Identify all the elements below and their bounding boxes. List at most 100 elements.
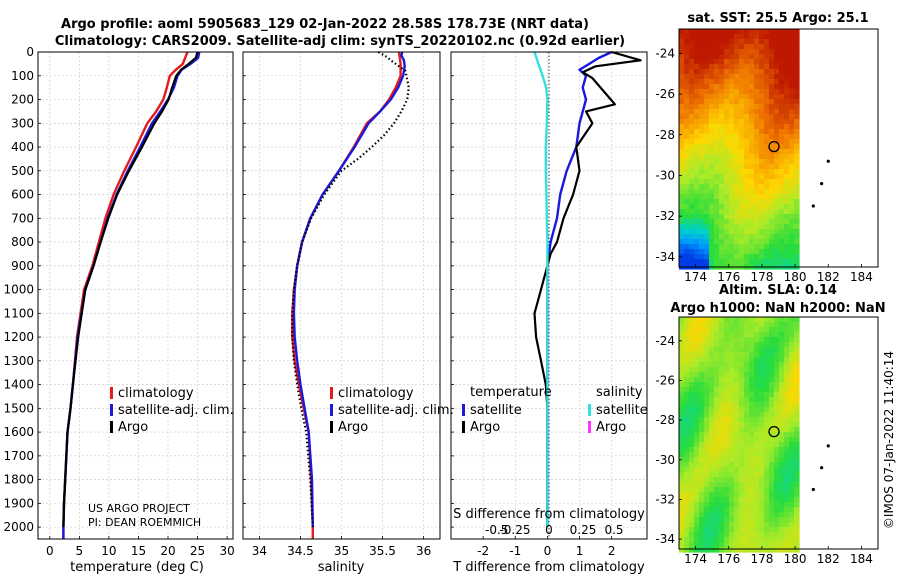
temperature-tick-label: 10 [101,544,116,558]
sla-heatmap-cell [704,542,710,548]
sst-heatmap-cell [689,34,695,40]
sst-heatmap-cell [794,89,800,95]
depth-tick-label: 600 [11,188,34,202]
difference-legend: temperature salinity satellite Argo sate… [462,385,648,435]
sla-heatmap-cell [684,357,690,363]
sst-heatmap-cell [754,169,760,175]
sla-heatmap-cell [679,382,685,388]
sst-heatmap-cell [754,164,760,170]
sla-heatmap-cell [759,347,765,353]
sla-heatmap-cell [729,372,735,378]
sla-heatmap-cell [729,342,735,348]
sla-heatmap-cell [779,512,785,518]
sst-heatmap-cell [754,199,760,205]
sst-heatmap-cell [694,224,700,230]
sst-heatmap-cell [789,154,795,160]
sst-heatmap-cell [774,209,780,215]
sla-heatmap-cell [734,527,740,533]
sla-heatmap-cell [734,372,740,378]
sla-heatmap-cell [719,412,725,418]
sla-heatmap-cell [784,422,790,428]
sst-heatmap-cell [794,49,800,55]
sla-heatmap-cell [699,357,705,363]
sla-heatmap-cell [749,332,755,338]
sst-heatmap-cell [694,29,700,35]
sla-heatmap-cell [769,527,775,533]
sst-heatmap-cell [704,54,710,60]
sst-heatmap-cell [714,199,720,205]
sla-heatmap-cell [689,517,695,523]
sla-heatmap-cell [709,357,715,363]
sla-heatmap-cell [744,402,750,408]
sst-heatmap-cell [794,109,800,115]
sla-heatmap-cell [789,507,795,513]
sla-heatmap-cell [709,497,715,503]
sla-heatmap-cell [714,352,720,358]
sla-heatmap-cell [794,407,800,413]
sla-heatmap-cell [774,347,780,353]
sla-heatmap-cell [739,542,745,548]
sla-heatmap-cell [764,542,770,548]
sst-heatmap-cell [729,99,735,105]
sst-heatmap-cell [734,89,740,95]
sla-heatmap-cell [754,322,760,328]
sst-heatmap-cell [739,229,745,235]
sla-heatmap-cell [724,532,730,538]
sst-heatmap-cell [684,119,690,125]
sst-heatmap-cell [704,34,710,40]
sla-heatmap-cell [774,407,780,413]
sla-heatmap-cell [749,442,755,448]
sla-heatmap-cell [684,487,690,493]
sla-heatmap-cell [754,537,760,543]
sla-heatmap-cell [754,362,760,368]
sla-heatmap-cell [769,337,775,343]
sst-heatmap-cell [794,164,800,170]
sst-heatmap-cell [684,159,690,165]
sla-heatmap-cell [789,522,795,528]
sla-heatmap-cell [699,467,705,473]
sla-heatmap-cell [679,332,685,338]
sst-heatmap-cell [789,109,795,115]
sla-heatmap-cell [764,522,770,528]
sla-heatmap-cell [699,327,705,333]
sla-heatmap-cell [719,462,725,468]
sst-heatmap-cell [709,159,715,165]
sla-heatmap-cell [679,462,685,468]
sst-heatmap-cell [684,69,690,75]
sla-heatmap-cell [729,322,735,328]
sst-heatmap-cell [784,234,790,240]
sst-heatmap-cell [684,49,690,55]
sla-heatmap-cell [714,397,720,403]
sla-heatmap-cell [774,547,780,553]
sla-heatmap-cell [704,487,710,493]
sla-heatmap-cell [729,367,735,373]
sst-heatmap-cell [759,99,765,105]
sla-heatmap-cell [774,317,780,323]
sst-heatmap-cell [689,29,695,35]
sst-heatmap-cell [764,214,770,220]
sst-heatmap-cell [784,149,790,155]
sst-heatmap-cell [719,44,725,50]
sst-heatmap-cell [729,259,735,265]
sla-heatmap-cell [684,352,690,358]
sst-heatmap-cell [694,199,700,205]
salinity-tick-label: 36 [416,544,431,558]
sla-heatmap-cell [709,517,715,523]
sst-heatmap-cell [754,129,760,135]
sla-heatmap-cell [709,337,715,343]
sst-heatmap-cell [789,144,795,150]
sla-heatmap-cell [689,522,695,528]
sla-map-lat-label: -32 [655,492,675,506]
sla-heatmap-cell [689,477,695,483]
sst-heatmap-cell [704,134,710,140]
sla-heatmap-cell [709,372,715,378]
sst-heatmap-cell [684,194,690,200]
sst-heatmap-cell [754,254,760,260]
sla-heatmap-cell [784,542,790,548]
sst-heatmap-cell [709,94,715,100]
sla-heatmap-cell [759,457,765,463]
sla-heatmap-cell [789,457,795,463]
sla-heatmap-cell [679,527,685,533]
sla-heatmap-cell [679,517,685,523]
sst-heatmap-cell [774,74,780,80]
